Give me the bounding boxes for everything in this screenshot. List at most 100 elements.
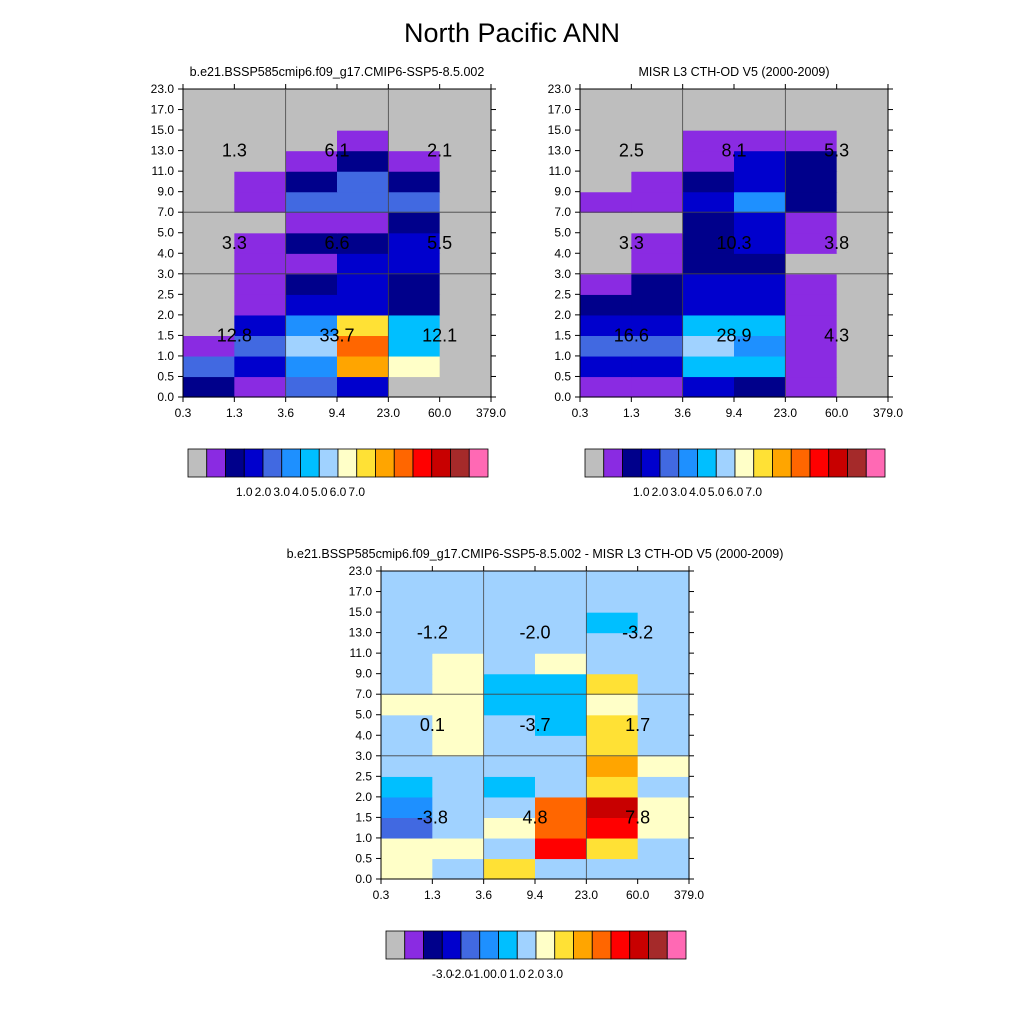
y-tick-label: 1.0 (355, 831, 372, 845)
colorbar-swatch (648, 930, 668, 960)
heatmap-cell (631, 130, 684, 152)
heatmap-cell (637, 653, 690, 675)
box-total-label: 3.3 (222, 233, 247, 253)
x-tick-label: 9.4 (329, 406, 346, 420)
heatmap-cell (682, 130, 735, 152)
colorbar-swatch (573, 930, 593, 960)
heatmap-cell (682, 294, 735, 316)
heatmap-cell (586, 632, 639, 654)
heatmap-cell (785, 109, 838, 131)
colorbar-swatch (629, 930, 649, 960)
heatmap-cell (682, 232, 735, 254)
heatmap-cell (682, 191, 735, 213)
heatmap-cell (388, 355, 441, 378)
heatmap-cell (388, 109, 441, 131)
heatmap-cell (381, 858, 433, 880)
heatmap-cell (586, 776, 639, 798)
heatmap-cell (381, 694, 433, 716)
heatmap-cell (234, 171, 287, 193)
heatmap-cell (337, 171, 389, 193)
colorbar-swatch (865, 448, 886, 478)
heatmap-cell (586, 796, 639, 818)
colorbar-label: 4.0 (292, 485, 309, 499)
x-tick-label: 379.0 (476, 406, 506, 420)
y-tick-label: 0.0 (554, 390, 571, 404)
heatmap-cell (388, 130, 441, 152)
heatmap-cell (580, 273, 632, 295)
y-tick-label: 2.5 (157, 287, 174, 301)
heatmap-cell (234, 355, 287, 378)
heatmap-cell (439, 89, 492, 111)
heatmap-cell (580, 376, 632, 398)
heatmap-cell (483, 591, 536, 613)
heatmap-cell (682, 376, 735, 398)
y-tick-label: 5.0 (554, 226, 571, 240)
y-tick-label: 0.5 (157, 369, 174, 383)
box-total-label: 5.5 (427, 233, 452, 253)
heatmap-cell (381, 714, 433, 736)
heatmap-panel-1: b.e21.BSSP585cmip6.f09_g17.CMIP6-SSP5-8.… (151, 65, 507, 499)
y-tick-label: 13.0 (151, 144, 175, 158)
heatmap-cell (381, 571, 433, 593)
colorbar-swatch (393, 448, 414, 478)
heatmap-cell (183, 130, 235, 152)
heatmap-cell (381, 673, 433, 695)
heatmap-cell (637, 796, 690, 818)
heatmap-cell (234, 335, 287, 357)
heatmap-panel-3: b.e21.BSSP585cmip6.f09_g17.CMIP6-SSP5-8.… (287, 547, 784, 981)
box-total-label: 6.6 (324, 233, 349, 253)
heatmap-cell (183, 150, 235, 172)
heatmap-cell (285, 109, 338, 131)
heatmap-cell (836, 109, 889, 131)
heatmap-cell (337, 273, 389, 295)
heatmap-cell (388, 232, 441, 254)
heatmap-cell (234, 273, 287, 295)
box-total-label: -1.2 (417, 623, 448, 643)
y-tick-label: 1.0 (157, 349, 174, 363)
x-tick-label: 23.0 (575, 888, 599, 902)
y-tick-label: 7.0 (157, 205, 174, 219)
y-tick-label: 17.0 (548, 103, 572, 117)
x-tick-label: 23.0 (377, 406, 401, 420)
heatmap-cell (183, 232, 235, 254)
heatmap-cell (631, 273, 684, 295)
heatmap-cell (483, 858, 536, 880)
y-tick-label: 23.0 (349, 564, 373, 578)
colorbar-swatch (622, 448, 642, 478)
heatmap-cell (183, 253, 235, 275)
box-total-label: -3.8 (417, 807, 448, 827)
heatmap-cell (432, 571, 485, 593)
heatmap-cell (337, 335, 389, 357)
y-tick-label: 2.0 (157, 308, 174, 322)
heatmap-cell (285, 191, 338, 213)
heatmap-cell (183, 89, 235, 111)
colorbar-label: 2.0 (652, 485, 669, 499)
colorbar-label: 4.0 (689, 485, 706, 499)
heatmap-cell (234, 212, 287, 234)
heatmap-cell (631, 212, 684, 234)
heatmap-cell (535, 776, 587, 798)
y-tick-label: 2.5 (554, 287, 571, 301)
x-tick-label: 9.4 (726, 406, 743, 420)
colorbar-swatch (554, 930, 574, 960)
y-tick-label: 0.5 (355, 851, 372, 865)
heatmap-cell (637, 714, 690, 736)
heatmap-cell (183, 376, 235, 398)
colorbar-swatch (734, 448, 755, 478)
x-tick-label: 60.0 (825, 406, 849, 420)
x-tick-label: 0.3 (175, 406, 192, 420)
y-tick-label: 1.5 (554, 328, 571, 342)
heatmap-cell (637, 591, 690, 613)
box-total-label: 33.7 (319, 325, 354, 345)
heatmap-cell (234, 89, 287, 111)
y-tick-label: 1.0 (554, 349, 571, 363)
colorbar-swatch (715, 448, 736, 478)
colorbar-swatch (591, 930, 612, 960)
heatmap-cell (388, 376, 441, 398)
heatmap-cell (785, 130, 838, 152)
heatmap-cell (439, 376, 492, 398)
heatmap-cell (234, 150, 287, 172)
colorbar-swatch (498, 930, 518, 960)
colorbar-swatch (281, 448, 301, 478)
y-tick-label: 15.0 (349, 605, 373, 619)
